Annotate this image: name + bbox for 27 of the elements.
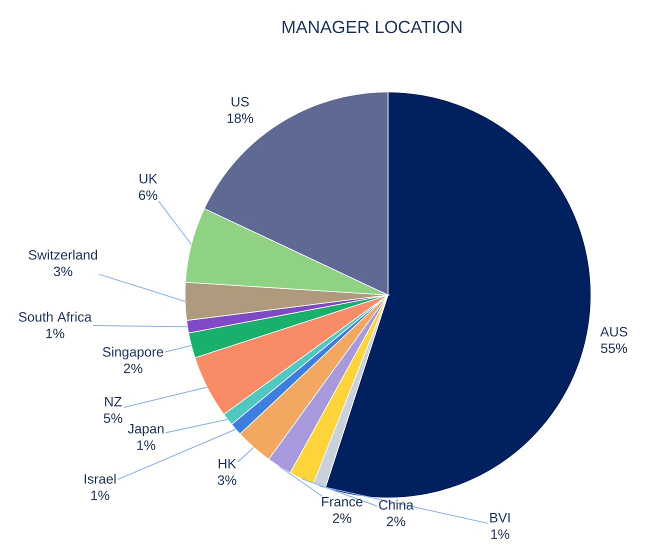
slice-label: Switzerland [28, 250, 98, 260]
slice-label: Singapore [102, 346, 164, 360]
data-label: 2% [332, 513, 352, 523]
data-label: 1% [46, 328, 64, 338]
data-label: 1% [137, 440, 156, 450]
data-label: 55% [601, 344, 628, 354]
slice-label: France [322, 497, 362, 506]
slice-label: AUS [600, 326, 628, 337]
slice-label: HK [218, 459, 236, 468]
slice-label: US [232, 96, 249, 107]
slice-label: UK [140, 174, 158, 184]
data-label: 5% [104, 413, 122, 423]
data-label: 3% [54, 266, 72, 276]
data-label: 2% [386, 516, 406, 526]
slice-label: China [379, 500, 414, 510]
data-label: 3% [218, 475, 236, 485]
data-label: 2% [124, 364, 142, 374]
slice-label: Israel [84, 474, 116, 484]
slice-label: South Africa [18, 312, 92, 322]
data-label: 6% [138, 190, 158, 200]
data-label: 18% [228, 113, 254, 124]
slice-label: BVI [490, 513, 510, 522]
chart-title: MANAGER LOCATION [282, 20, 462, 34]
data-label: 1% [91, 490, 110, 500]
data-label: 1% [491, 529, 510, 539]
slice-label: NZ [105, 397, 122, 406]
slice-label: Japan [128, 424, 164, 436]
